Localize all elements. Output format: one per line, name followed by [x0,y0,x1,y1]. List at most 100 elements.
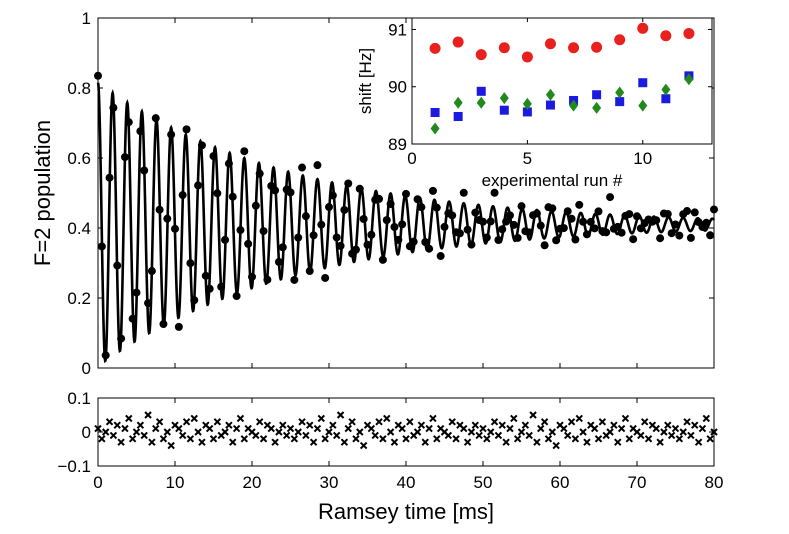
residual-point [279,421,287,429]
inset-point-green [453,96,463,109]
data-point [94,71,102,80]
residual-point [571,435,580,443]
residual-point [286,424,295,433]
residual-point [417,421,426,429]
residual-point [379,435,387,443]
residual-ytick-label: 0 [82,423,91,442]
residual-point [275,428,283,436]
residual-point [679,428,687,436]
main-ytick-label: 0 [82,359,91,378]
data-point [201,271,210,280]
residual-plot: 0 10 20 30 40 50 60 70 80−0.100.1 Ramsey time [m… [57,389,723,524]
residual-point [433,435,441,443]
data-point [301,212,310,221]
residual-point [340,438,349,446]
residual-point [610,421,618,429]
residual-point [298,418,306,426]
data-point [513,233,522,242]
residual-point [148,438,156,446]
inset-point-green [638,99,648,112]
residual-point [255,418,264,426]
residual-ticks: 0 10 20 30 40 50 60 70 80−0.100.1 [57,389,723,492]
data-point [224,159,233,168]
data-point [286,188,295,197]
inset-point-red [591,41,603,53]
inset-point-green [476,96,486,109]
residual-point [236,414,245,423]
residual-xtick-label: 80 [705,473,724,492]
inset-point-red [660,30,672,42]
main-ytick-label: 0.6 [67,149,91,168]
residual-point [371,431,379,440]
inset-ytick-label: 89 [388,135,407,154]
residual-point [332,431,341,440]
main-ticks: 0 0.2 0.4 0.6 0.8 1 [67,9,715,378]
data-point [459,188,468,197]
data-point [563,207,572,216]
data-point [278,243,287,252]
data-point [532,209,541,218]
residual-point [229,438,237,446]
data-point [167,130,176,139]
data-point [186,259,195,268]
residual-point [306,421,314,429]
residual-point [660,428,668,436]
residual-point [621,414,630,423]
main-ytick-label: 0.8 [67,79,91,98]
residual-point [425,424,433,433]
data-point [132,288,141,297]
data-point [128,314,137,323]
residual-point [644,435,653,443]
residual-point [664,421,672,429]
data-point [178,191,187,200]
data-point [171,224,179,233]
residual-point [421,438,429,446]
data-point [467,240,476,249]
residual-point [448,418,456,426]
residual-point [186,435,195,443]
residual-points-group [94,411,718,450]
data-point [155,205,164,214]
residual-point [178,431,187,440]
residual-point [563,431,572,440]
residual-point [352,435,360,443]
data-point [382,216,391,225]
residual-xtick-label: 40 [397,473,416,492]
residual-point [413,428,422,436]
data-point [190,296,199,305]
inset-point-blue [661,94,671,104]
residual-point [537,424,545,433]
residual-point [575,414,583,423]
inset-point-blue [522,107,532,117]
data-point [413,195,422,204]
residual-point [367,424,376,433]
residual-point [344,424,352,433]
inset-point-red [521,51,533,63]
residual-point [386,428,395,436]
residual-point [113,421,121,429]
data-point [486,217,495,226]
data-point [359,214,368,223]
data-point [490,188,499,197]
residual-point [486,428,495,436]
data-point [344,179,353,188]
residual-point [159,435,168,443]
main-ylabel: F=2 population [30,120,55,266]
data-point [498,225,507,234]
residual-point [175,424,183,433]
residual-point [329,421,337,429]
residual-point [144,411,152,419]
residual-point [517,428,526,436]
residual-xlabel: Ramsey time [ms] [318,499,494,524]
data-point [351,245,360,254]
residual-point [506,424,514,433]
data-point [579,217,588,226]
data-point [590,224,599,233]
residual-point [560,424,568,433]
residual-point [614,438,622,446]
data-point [259,227,268,236]
residual-point [544,435,553,443]
data-point [652,216,661,225]
residual-point [698,424,707,433]
residual-point [467,428,476,436]
